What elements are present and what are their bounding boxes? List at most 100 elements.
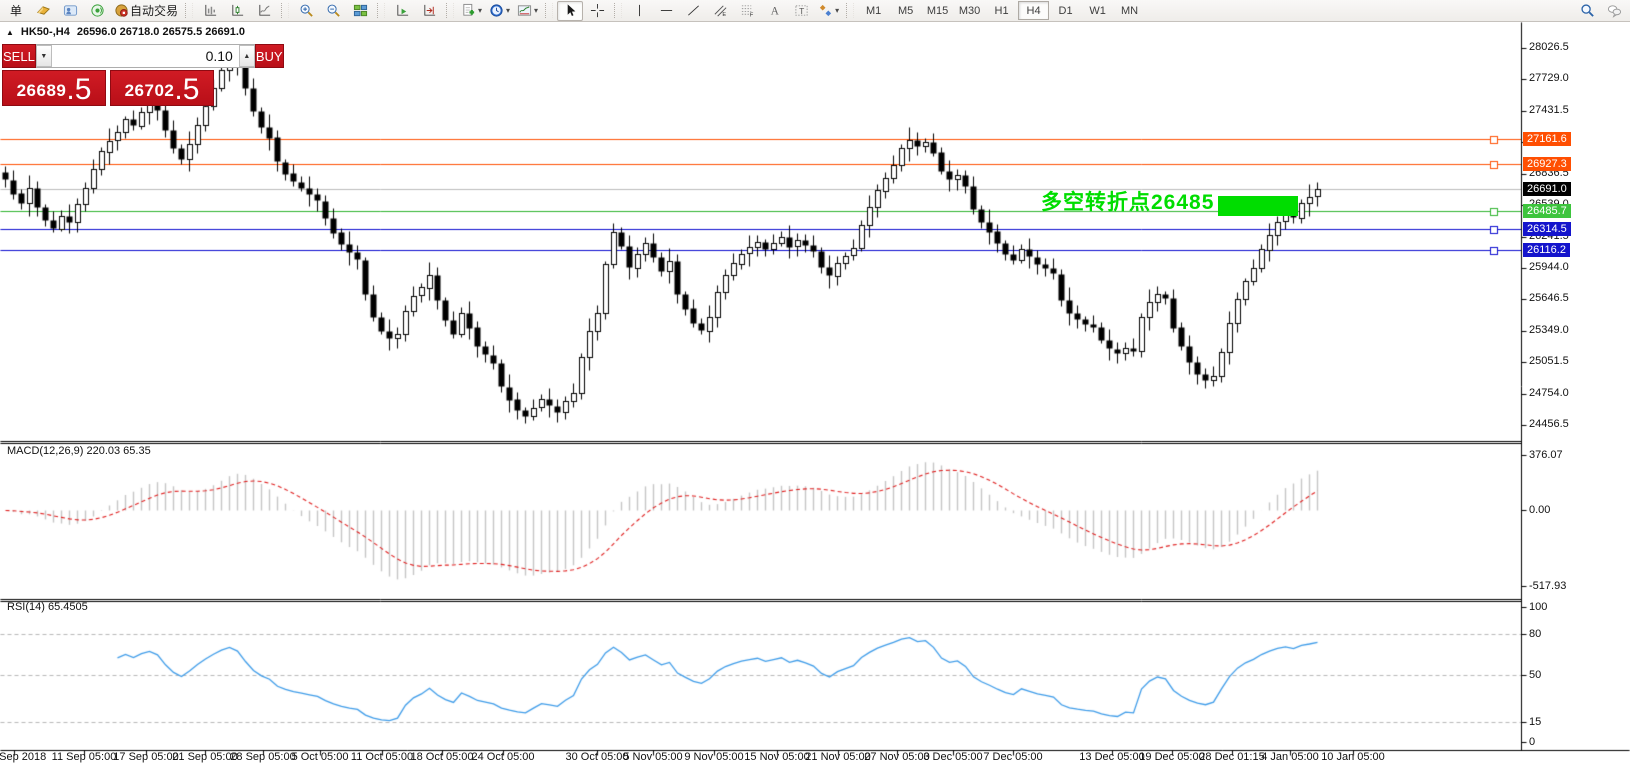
chart-canvas[interactable] [0, 22, 1630, 766]
svg-text:F: F [749, 13, 753, 18]
auto-scroll-button[interactable] [389, 1, 415, 21]
timeframe-mn-button[interactable]: MN [1121, 4, 1139, 17]
arrows-button[interactable]: ▾ [815, 1, 842, 21]
date-tick-label: 27 Nov 05:00 [864, 751, 930, 763]
timeframe-d1-button[interactable]: D1 [1058, 4, 1073, 17]
volume-input[interactable] [51, 45, 239, 67]
profile-button[interactable] [57, 1, 83, 21]
equidistant-channel-button[interactable]: E [707, 1, 733, 21]
zoom-out-button[interactable] [320, 1, 346, 21]
timeframe-m15-button[interactable]: M15 [926, 4, 949, 17]
periods-button[interactable]: ▾ [486, 1, 513, 21]
price-tick-label: 25646.5 [1529, 292, 1569, 304]
chart-title: ▲ HK50-,H4 26596.0 26718.0 26575.5 26691… [6, 26, 245, 38]
signal-button[interactable] [84, 1, 110, 21]
date-tick-label: 9 Nov 05:00 [684, 751, 744, 763]
date-tick-label: 24 Oct 05:00 [471, 751, 535, 763]
toolbar-grip [446, 3, 455, 18]
volume-decrease-button[interactable]: ▼ [35, 45, 52, 67]
zoom-in-button[interactable] [293, 1, 319, 21]
price-line-badge[interactable]: 26691.0 [1523, 182, 1571, 196]
macd-tick-label: 0.00 [1529, 504, 1551, 516]
date-tick-label: 11 Sep 05:00 [51, 751, 117, 763]
sell-button[interactable]: SELL [2, 44, 36, 68]
date-tick-label: 7 Dec 05:00 [983, 751, 1043, 763]
date-tick-label: 19 Dec 05:00 [1139, 751, 1205, 763]
trendline-button[interactable] [680, 1, 706, 21]
autotrading-button-label: 自动交易 [130, 3, 179, 18]
buy-button[interactable]: BUY [254, 44, 284, 68]
chart-shift-button[interactable] [416, 1, 442, 21]
date-tick-label: 5 Nov 05:00 [623, 751, 683, 763]
svg-text:T: T [799, 6, 804, 16]
price-line-badge[interactable]: 27161.6 [1523, 132, 1571, 146]
gold-button[interactable] [30, 1, 56, 21]
vertical-line-button[interactable] [626, 1, 652, 21]
toolbar-grip [281, 3, 290, 18]
bar-chart-icon [203, 3, 218, 18]
svg-text:A: A [770, 5, 779, 17]
new-order-button[interactable]: 单 [3, 1, 29, 21]
date-tick-label: 30 Oct 05:00 [565, 751, 629, 763]
timeframe-m5-button[interactable]: M5 [897, 4, 914, 17]
autotrading-button[interactable]: 自动交易 [111, 1, 181, 21]
fibonacci-button[interactable]: F [734, 1, 760, 21]
chat-icon [1607, 3, 1622, 18]
one-click-trading-panel: SELL ▼ ▲ BUY 26689 .5 26702 .5 [2, 44, 284, 106]
chart-shift-icon [422, 3, 437, 18]
price-tick-label: 24456.5 [1529, 418, 1569, 430]
collapse-triangle-icon[interactable]: ▲ [6, 27, 14, 37]
date-tick-label: 3 Dec 05:00 [923, 751, 983, 763]
sell-price-tile[interactable]: 26689 .5 [2, 70, 106, 106]
timeframe-h4-button[interactable]: H4 [1018, 1, 1050, 20]
crosshair-button[interactable] [584, 1, 610, 21]
line-chart-button[interactable] [251, 1, 277, 21]
cursor-button[interactable] [557, 0, 584, 21]
date-tick-label: 13 Dec 05:00 [1079, 751, 1145, 763]
templates-button[interactable]: ▾ [514, 1, 541, 21]
date-tick-label: 17 Sep 05:00 [113, 751, 179, 763]
volume-increase-button[interactable]: ▲ [238, 45, 255, 67]
sell-price-main: 26689 [16, 81, 67, 100]
date-tick-label: 15 Nov 05:00 [744, 751, 810, 763]
text-label-button[interactable]: T [788, 1, 814, 21]
toolbar-grip [614, 3, 623, 18]
price-line-badge[interactable]: 26927.3 [1523, 157, 1571, 171]
buy-price-frac: .5 [174, 73, 200, 107]
rsi-tick-label: 80 [1529, 628, 1542, 640]
line-chart-icon [257, 3, 272, 18]
tile-windows-icon [353, 3, 368, 18]
buy-price-main: 26702 [124, 81, 175, 100]
date-tick-label: 5 Sep 2018 [0, 751, 47, 763]
search-button[interactable] [1574, 1, 1600, 21]
date-tick-label: 10 Jan 05:00 [1321, 751, 1385, 763]
indicators-button[interactable]: ▾ [458, 1, 485, 21]
fibonacci-icon: F [740, 3, 755, 18]
autotrading-icon [114, 3, 129, 18]
price-line-badge[interactable]: 26116.2 [1523, 243, 1570, 257]
sell-price-frac: .5 [66, 73, 92, 107]
buy-price-tile[interactable]: 26702 .5 [110, 70, 214, 106]
trade-panel-price-row: 26689 .5 26702 .5 [2, 70, 214, 106]
bar-chart-button[interactable] [197, 1, 223, 21]
horizontal-line-button[interactable] [653, 1, 679, 21]
price-tick-label: 27431.5 [1529, 104, 1569, 116]
indicators-icon [461, 3, 476, 18]
price-line-badge[interactable]: 26314.5 [1523, 222, 1571, 236]
symbol-title: HK50-,H4 [20, 26, 70, 38]
pivot-annotation-text[interactable]: 多空转折点26485 [1041, 191, 1215, 214]
timeframe-m30-button[interactable]: M30 [958, 4, 981, 17]
candlestick-button[interactable] [224, 1, 250, 21]
tile-windows-button[interactable] [347, 1, 373, 21]
timeframe-h1-button[interactable]: H1 [994, 4, 1009, 17]
chat-button[interactable] [1601, 1, 1627, 21]
candlestick-icon [230, 3, 245, 18]
price-line-badge[interactable]: 26485.7 [1523, 204, 1571, 218]
text-button[interactable]: A [761, 1, 787, 21]
timeframe-m1-button[interactable]: M1 [865, 4, 882, 17]
highlight-rectangle[interactable] [1218, 196, 1298, 216]
date-tick-label: 28 Dec 01:15 [1199, 751, 1265, 763]
timeframe-w1-button[interactable]: W1 [1089, 4, 1106, 17]
rsi-tick-label: 0 [1529, 736, 1536, 748]
